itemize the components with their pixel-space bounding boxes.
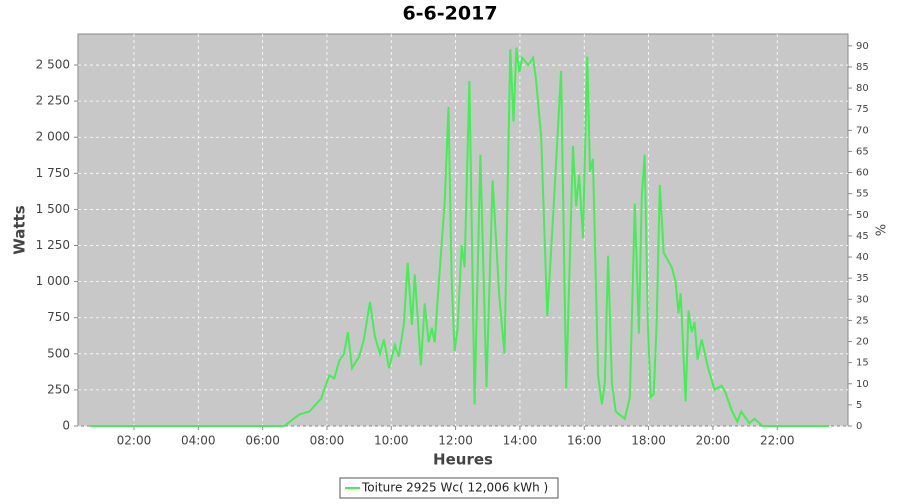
y2-tick-label: 10: [856, 379, 869, 390]
y2-tick-label: 65: [856, 146, 869, 157]
y2-axis-label: %: [875, 224, 890, 236]
x-tick-label: 06:00: [245, 434, 280, 448]
y-tick-label: 1 500: [36, 202, 70, 216]
y2-tick-label: 45: [856, 231, 869, 242]
y2-tick-label: 30: [856, 294, 869, 305]
y2-tick-label: 0: [856, 421, 862, 432]
y2-tick-label: 35: [856, 273, 869, 284]
y2-tick-label: 60: [856, 168, 869, 179]
x-tick-label: 08:00: [310, 434, 345, 448]
y-tick-label: 0: [62, 419, 70, 433]
y2-tick-label: 50: [856, 210, 869, 221]
y-tick-label: 2 000: [36, 130, 70, 144]
line-series: [90, 47, 829, 427]
y2-tick-label: 55: [856, 189, 869, 200]
y-tick-label: 1 000: [36, 274, 70, 288]
legend: [339, 477, 559, 499]
y2-tick-label: 70: [856, 125, 869, 136]
x-tick-label: 12:00: [438, 434, 473, 448]
x-tick-label: 16:00: [567, 434, 602, 448]
plot-area: [77, 33, 849, 427]
y-tick-label: 2 500: [36, 58, 70, 72]
y2-tick-label: 75: [856, 104, 869, 115]
y2-tick-label: 20: [856, 337, 869, 348]
x-axis-label: Heures: [433, 451, 493, 469]
y-axis-label: Watts: [11, 205, 29, 254]
y-tick-label: 1 750: [36, 166, 70, 180]
y2-tick-label: 25: [856, 315, 869, 326]
legend-label: Toiture 2925 Wc( 12,006 kWh ): [361, 481, 548, 495]
y2-tick-label: 5: [856, 400, 862, 411]
x-tick-label: 10:00: [374, 434, 409, 448]
y2-tick-label: 15: [856, 358, 869, 369]
y-tick-label: 500: [47, 346, 70, 360]
y2-tick-label: 40: [856, 252, 869, 263]
y2-tick-label: 85: [856, 62, 869, 73]
x-tick-label: 22:00: [760, 434, 795, 448]
y-tick-label: 250: [47, 382, 70, 396]
x-tick-label: 18:00: [631, 434, 666, 448]
x-tick-label: 20:00: [696, 434, 731, 448]
x-tick-label: 14:00: [503, 434, 538, 448]
chart-title: 6-6-2017: [402, 3, 497, 25]
y2-tick-label: 80: [856, 83, 869, 94]
x-tick-label: 02:00: [117, 434, 152, 448]
y-tick-label: 2 250: [36, 94, 70, 108]
y-tick-label: 750: [47, 310, 70, 324]
x-tick-label: 04:00: [181, 434, 216, 448]
y-tick-label: 1 250: [36, 238, 70, 252]
y2-tick-label: 90: [856, 41, 869, 52]
